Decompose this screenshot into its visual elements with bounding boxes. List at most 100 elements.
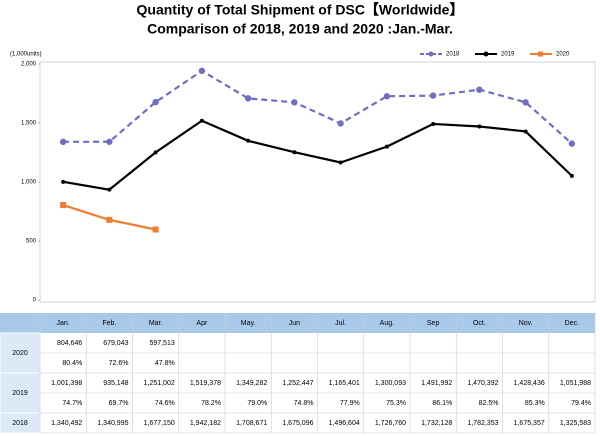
cell-value: 1,708,671	[236, 420, 267, 427]
cell-value: 1,165,401	[329, 380, 360, 387]
point	[522, 99, 529, 106]
point	[107, 187, 112, 192]
cell-value: 72.6%	[109, 360, 129, 367]
cell-value: 75.3%	[386, 400, 406, 407]
point	[198, 67, 206, 75]
cell-value: 77.9%	[340, 400, 360, 407]
point	[384, 144, 389, 149]
cell-value: 80.4%	[62, 360, 82, 367]
point	[383, 93, 391, 100]
legend-label: 2019	[501, 52, 515, 58]
cell-value: 1,519,378	[190, 380, 221, 387]
cell-value: 1,349,282	[236, 380, 267, 387]
cell-value: 69.7%	[109, 400, 129, 407]
cell-value: 597,513	[149, 340, 174, 347]
point	[60, 202, 67, 209]
month-label: Apr	[196, 320, 208, 327]
point	[476, 86, 483, 93]
y-unit: (1,000units)	[10, 52, 42, 58]
point	[244, 95, 252, 102]
cell-value: 1,051,988	[560, 380, 591, 387]
year-label: 2019	[12, 390, 28, 397]
point	[152, 226, 159, 233]
point	[523, 129, 528, 134]
point	[431, 121, 436, 126]
y-tick-label: 1,000	[21, 180, 37, 186]
legend-marker	[428, 51, 434, 57]
legend-marker	[483, 51, 489, 57]
cell-value: 74.8%	[294, 400, 314, 407]
point	[59, 138, 67, 146]
point	[429, 92, 437, 99]
cell-value: 1,491,992	[421, 380, 452, 387]
cell-value: 78.2%	[201, 400, 221, 407]
cell-value: 1,300,093	[375, 380, 406, 387]
cell-value: 679,043	[103, 340, 128, 347]
month-label: Jan.	[57, 320, 70, 327]
month-label: Jun	[289, 320, 300, 327]
cell-value: 935,148	[103, 380, 128, 387]
cell-value: 86.1%	[432, 400, 452, 407]
month-label: Mar.	[149, 320, 163, 327]
point	[291, 99, 298, 106]
table-header-bg	[0, 313, 595, 333]
month-label: Nov.	[519, 320, 533, 327]
cell-value: 1,782,353	[467, 420, 498, 427]
y-tick-label: 500	[26, 239, 37, 245]
legend-marker	[538, 51, 543, 57]
month-label: Aug.	[380, 320, 394, 327]
point	[292, 150, 297, 155]
year-cell	[0, 332, 41, 374]
month-label: Jul.	[335, 320, 346, 327]
legend-label: 2018	[446, 52, 460, 58]
cell-value: 1,325,583	[560, 420, 591, 427]
cell-value: 1,942,182	[190, 420, 221, 427]
cell-value: 79.4%	[571, 400, 591, 407]
cell-value: 1,428,436	[514, 380, 545, 387]
cell-value: 82.5%	[479, 400, 499, 407]
year-label: 2018	[12, 420, 28, 427]
chart-subtitle: Comparison of 2018, 2019 and 2020 :Jan.-…	[147, 21, 453, 37]
legend-label: 2020	[556, 52, 570, 58]
month-label: Dec.	[565, 320, 579, 327]
series-line	[63, 69, 573, 145]
cell-value: 1,251,002	[144, 380, 175, 387]
cell-value: 85.3%	[525, 400, 545, 407]
point	[153, 150, 158, 155]
point	[246, 138, 251, 143]
month-label: Sep	[427, 320, 440, 327]
point	[338, 160, 343, 165]
month-label: Feb.	[102, 320, 116, 327]
point	[337, 120, 344, 127]
year-label: 2020	[12, 350, 28, 357]
cell-value: 74.6%	[155, 400, 175, 407]
cell-value: 1,340,995	[97, 420, 128, 427]
cell-value: 804,646	[57, 340, 82, 347]
cell-value: 1,340,492	[51, 420, 82, 427]
point	[61, 179, 66, 184]
cell-value: 1,496,604	[329, 420, 360, 427]
cell-value: 1,677,150	[144, 420, 175, 427]
cell-value: 79.0%	[247, 400, 267, 407]
cell-value: 1,675,096	[282, 420, 313, 427]
y-tick-label: 2,000	[21, 62, 37, 68]
point	[106, 216, 113, 223]
y-tick-label: 0	[33, 298, 37, 304]
y-tick-label: 1,500	[21, 121, 37, 127]
chart-title: Quantity of Total Shipment of DSC【Worldw…	[137, 2, 464, 18]
series-line	[62, 119, 573, 191]
cell-value: 1,001,398	[51, 380, 82, 387]
point	[199, 118, 204, 123]
cell-value: 1,726,760	[375, 420, 406, 427]
point	[152, 98, 159, 106]
month-label: Oct.	[473, 320, 486, 327]
cell-value: 74.7%	[62, 400, 82, 407]
cell-value: 1,470,392	[467, 380, 498, 387]
year-cell	[0, 372, 41, 414]
point	[569, 173, 574, 178]
cell-value: 47.8%	[155, 360, 175, 367]
point	[106, 138, 113, 145]
cell-value: 1,732,128	[421, 420, 452, 427]
point	[568, 140, 576, 147]
